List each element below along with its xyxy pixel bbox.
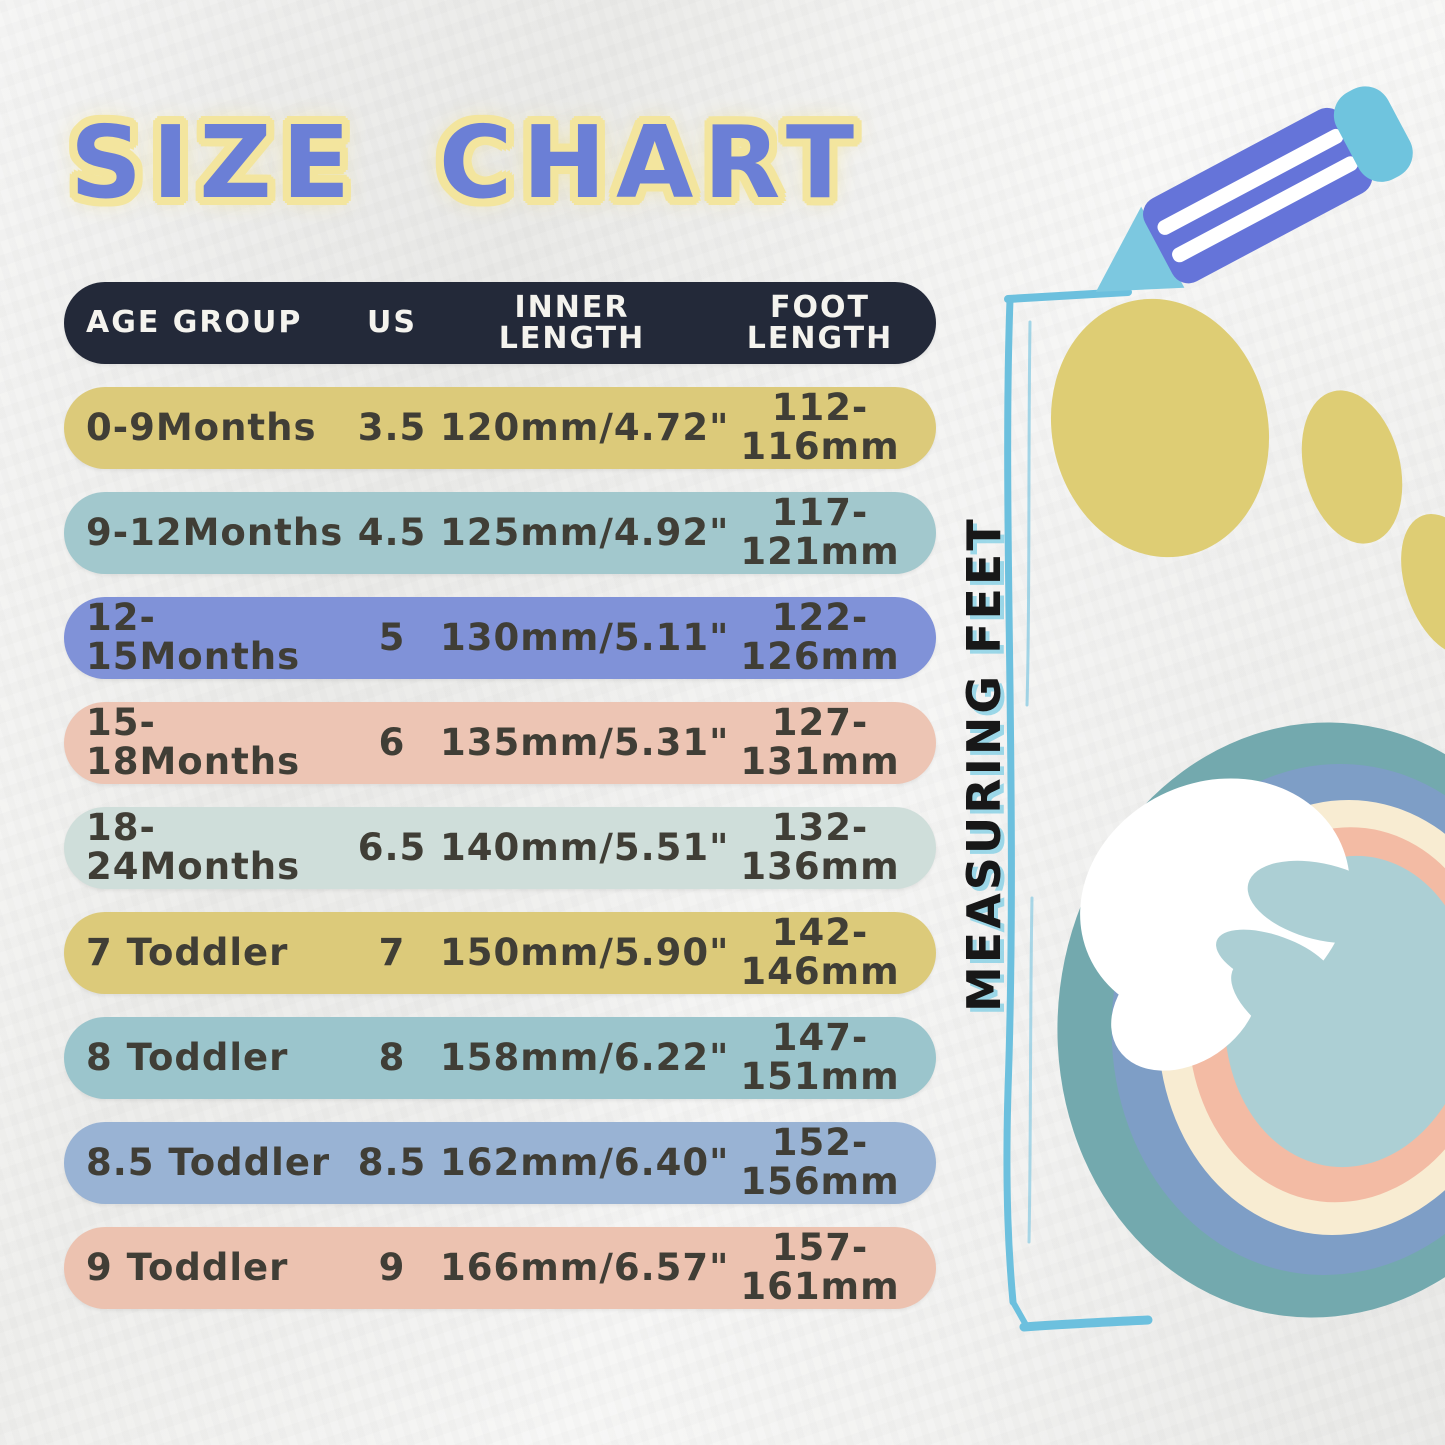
table-row: 15-18Months 6 135mm/5.31" 127-131mm xyxy=(64,702,936,784)
foot-length-cell: 147-151mm xyxy=(740,1016,900,1098)
inner-length-cell: 162mm/6.40" xyxy=(440,1140,730,1184)
table-row: 8.5 Toddler 8.5 162mm/6.40" 152-156mm xyxy=(64,1122,936,1204)
inner-length-cell: 125mm/4.92" xyxy=(440,510,730,554)
inner-length-cell: 120mm/4.72" xyxy=(440,405,730,449)
inner-length-cell: 150mm/5.90" xyxy=(440,930,730,974)
size-table: AGE GROUP US INNER LENGTH FOOT LENGTH 0-… xyxy=(64,282,936,1309)
table-row: 7 Toddler 7 150mm/5.90" 142-146mm xyxy=(64,912,936,994)
age-group-cell: 15-18Months xyxy=(86,701,301,783)
us-size-cell: 5 xyxy=(378,615,406,659)
foot-length-cell: 122-126mm xyxy=(740,596,900,678)
age-group-cell: 9-12Months xyxy=(86,510,344,554)
us-size-cell: 7 xyxy=(378,930,406,974)
page-title: SIZE CHART xyxy=(70,104,865,221)
us-size-cell: 6 xyxy=(378,720,406,764)
table-row: 9 Toddler 9 166mm/6.57" 157-161mm xyxy=(64,1227,936,1309)
age-group-cell: 0-9Months xyxy=(86,405,317,449)
age-group-cell: 7 Toddler xyxy=(86,930,289,974)
inner-length-cell: 140mm/5.51" xyxy=(440,825,730,869)
inner-length-cell: 135mm/5.31" xyxy=(440,720,730,764)
foot-length-cell: 132-136mm xyxy=(740,806,900,888)
table-row: 8 Toddler 8 158mm/6.22" 147-151mm xyxy=(64,1017,936,1099)
table-row: 0-9Months 3.5 120mm/4.72" 112-116mm xyxy=(64,387,936,469)
us-size-cell: 6.5 xyxy=(357,825,427,869)
measuring-line xyxy=(1003,288,1153,1332)
header-us-size: US xyxy=(367,305,417,341)
table-row: 18-24Months 6.5 140mm/5.51" 132-136mm xyxy=(64,807,936,889)
age-group-cell: 18-24Months xyxy=(86,806,301,888)
table-row: 12-15Months 5 130mm/5.11" 122-126mm xyxy=(64,597,936,679)
us-size-cell: 3.5 xyxy=(357,405,427,449)
table-header-row: AGE GROUP US INNER LENGTH FOOT LENGTH xyxy=(64,282,936,364)
table-row: 9-12Months 4.5 125mm/4.92" 117-121mm xyxy=(64,492,936,574)
foot-illustration xyxy=(1050,298,1445,1318)
inner-length-cell: 158mm/6.22" xyxy=(440,1035,730,1079)
us-size-cell: 8 xyxy=(378,1035,406,1079)
us-size-cell: 4.5 xyxy=(357,510,427,554)
measuring-feet-label: MEASURING FEET xyxy=(957,516,1011,1012)
age-group-cell: 8.5 Toddler xyxy=(86,1140,331,1184)
header-foot-length: FOOT LENGTH xyxy=(746,289,894,356)
foot-length-cell: 157-161mm xyxy=(740,1226,900,1308)
inner-length-cell: 130mm/5.11" xyxy=(440,615,730,659)
foot-length-cell: 152-156mm xyxy=(740,1121,900,1203)
header-age-group: AGE GROUP xyxy=(86,305,303,341)
foot-length-cell: 127-131mm xyxy=(740,701,900,783)
age-group-cell: 9 Toddler xyxy=(86,1245,289,1289)
inner-length-cell: 166mm/6.57" xyxy=(440,1245,730,1289)
us-size-cell: 9 xyxy=(378,1245,406,1289)
us-size-cell: 8.5 xyxy=(357,1140,427,1184)
foot-length-cell: 112-116mm xyxy=(740,386,900,468)
pencil-icon xyxy=(1095,86,1413,292)
foot-length-cell: 142-146mm xyxy=(740,911,900,993)
age-group-cell: 8 Toddler xyxy=(86,1035,289,1079)
foot-arch-blob xyxy=(1080,778,1397,1071)
age-group-cell: 12-15Months xyxy=(86,596,301,678)
header-inner-length: INNER LENGTH xyxy=(498,289,646,356)
foot-length-cell: 117-121mm xyxy=(740,491,900,573)
